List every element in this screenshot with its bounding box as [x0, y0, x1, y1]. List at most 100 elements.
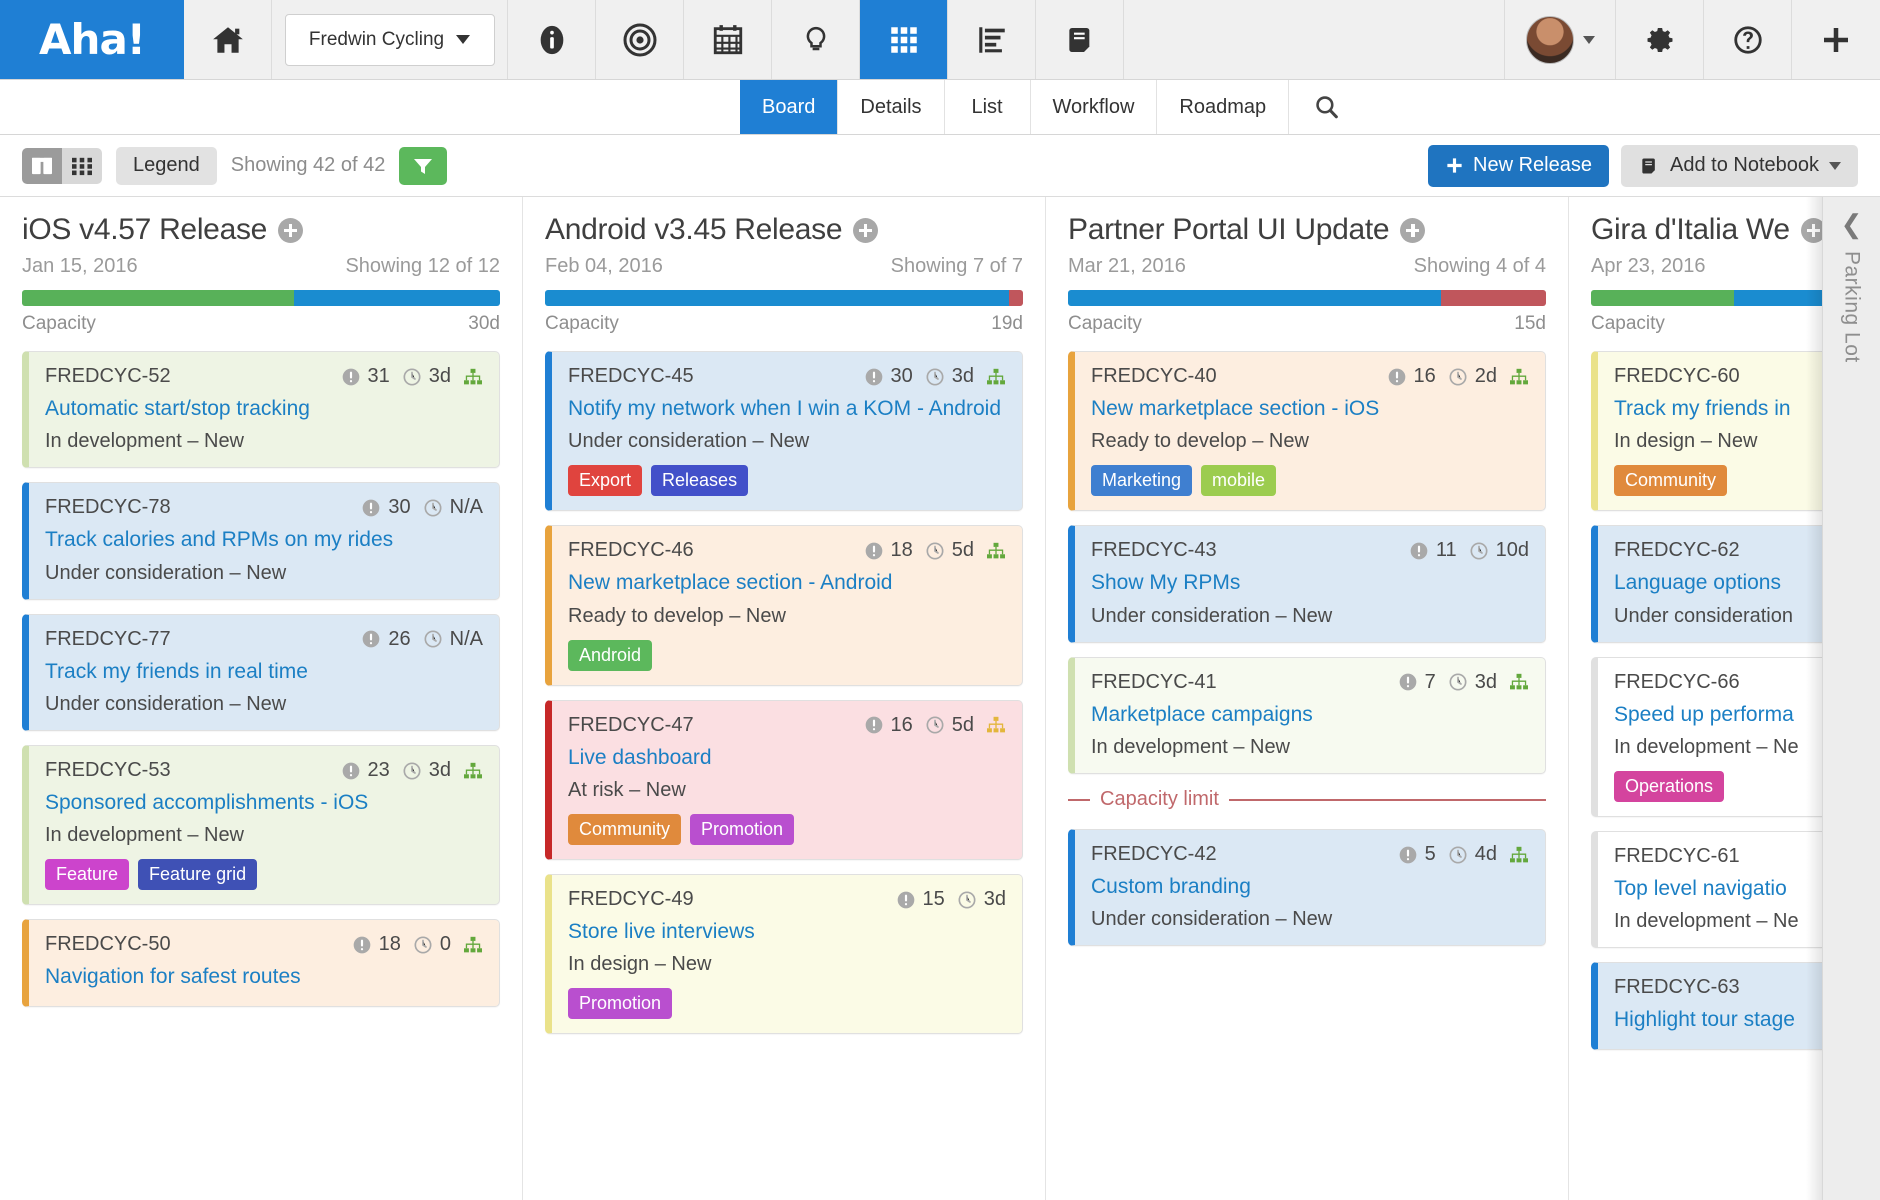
- new-release-button[interactable]: New Release: [1428, 144, 1609, 187]
- card-hierarchy: [1509, 368, 1529, 386]
- release-title[interactable]: Gira d'Italia We: [1591, 213, 1790, 246]
- card-title[interactable]: New marketplace section - iOS: [1091, 397, 1380, 420]
- card-title[interactable]: Track calories and RPMs on my rides: [45, 528, 394, 552]
- card-title[interactable]: Show My RPMs: [1091, 571, 1241, 595]
- capacity-segment: [22, 290, 295, 306]
- home-icon[interactable]: [184, 0, 272, 79]
- card-id: FREDCYC-53: [45, 759, 171, 782]
- card-title[interactable]: Custom branding: [1091, 875, 1251, 899]
- release-title[interactable]: iOS v4.57 Release: [22, 213, 268, 246]
- add-feature-icon[interactable]: [1400, 217, 1426, 243]
- add-feature-icon[interactable]: [1800, 217, 1826, 243]
- calendar-icon[interactable]: [684, 0, 772, 79]
- card-id: FREDCYC-43: [1091, 539, 1217, 562]
- feature-card[interactable]: FREDCYC-42 5 4d Custom branding Under consid…: [1068, 829, 1546, 947]
- release-title[interactable]: Android v3.45 Release: [545, 213, 843, 246]
- feature-card[interactable]: FREDCYC-53 23 3d Sponsored accomplishments …: [22, 745, 500, 906]
- card-title[interactable]: Store live interviews: [568, 920, 755, 944]
- card-title[interactable]: Speed up performa: [1614, 702, 1794, 726]
- tab-list[interactable]: List: [945, 80, 1031, 134]
- target-icon[interactable]: [596, 0, 684, 79]
- tab-details[interactable]: Details: [838, 80, 945, 134]
- tag[interactable]: Feature grid: [138, 859, 258, 891]
- card-title[interactable]: Language options: [1614, 571, 1781, 595]
- tag[interactable]: Community: [568, 814, 682, 846]
- feature-card[interactable]: FREDCYC-78 30 N/A Track calories and RPMs o…: [22, 482, 500, 600]
- card-header: FREDCYC-49 15 3d: [568, 888, 1006, 911]
- tab-workflow[interactable]: Workflow: [1031, 80, 1158, 134]
- feature-card[interactable]: FREDCYC-49 15 3d Store live interviews In de…: [545, 874, 1023, 1035]
- filter-icon[interactable]: [399, 146, 448, 185]
- tab-board[interactable]: Board: [740, 80, 839, 134]
- feature-card[interactable]: FREDCYC-41 7 3d Marketplace campaigns In dev…: [1068, 656, 1546, 775]
- card-title[interactable]: Navigation for safest routes: [45, 965, 301, 989]
- card-title[interactable]: Top level navigatio: [1614, 877, 1787, 901]
- card-view-icon[interactable]: [22, 147, 62, 184]
- hierarchy-icon: [987, 717, 1005, 733]
- plus-icon[interactable]: [1792, 0, 1880, 79]
- capacity-segment: [1591, 290, 1735, 306]
- card-estimate: 3d: [1448, 671, 1497, 694]
- add-feature-icon[interactable]: [278, 217, 304, 243]
- grid-icon[interactable]: [860, 0, 948, 79]
- clock-icon: [414, 936, 432, 954]
- release-header: iOS v4.57 Release Jan 15, 2016 Showing 12 …: [22, 213, 500, 335]
- release-column: Partner Portal UI Update Mar 21, 2016 Show…: [1046, 197, 1569, 1200]
- avatar[interactable]: [1504, 0, 1616, 79]
- aha-logo[interactable]: Aha!: [0, 0, 184, 79]
- card-title[interactable]: Live dashboard: [568, 745, 712, 769]
- feature-card[interactable]: FREDCYC-47 16 5d Live dashboard At risk – Ne…: [545, 699, 1023, 861]
- tab-roadmap[interactable]: Roadmap: [1157, 80, 1290, 134]
- question-icon[interactable]: [1704, 0, 1792, 79]
- tag[interactable]: Promotion: [568, 988, 673, 1020]
- add-to-notebook-button[interactable]: Add to Notebook: [1621, 144, 1858, 187]
- capacity-row: Capacity 30d: [22, 313, 500, 335]
- tag[interactable]: Android: [568, 639, 653, 671]
- tag[interactable]: Feature: [45, 859, 130, 891]
- feature-card[interactable]: FREDCYC-50 18 0 Navigation for safest route…: [22, 919, 500, 1007]
- legend-button[interactable]: Legend: [116, 146, 217, 185]
- card-title[interactable]: Automatic start/stop tracking: [45, 397, 310, 420]
- tag[interactable]: Community: [1614, 465, 1728, 497]
- card-title[interactable]: Track my friends in real time: [45, 659, 308, 683]
- card-header: FREDCYC-46 18 5d: [568, 539, 1006, 562]
- feature-card[interactable]: FREDCYC-40 16 2d New marketplace section - …: [1068, 351, 1546, 512]
- tag[interactable]: Export: [568, 465, 643, 497]
- feature-card[interactable]: FREDCYC-46 18 5d New marketplace section - …: [545, 525, 1023, 686]
- tag[interactable]: mobile: [1201, 465, 1277, 497]
- card-status: Under consideration – New: [1091, 604, 1333, 627]
- project-selector[interactable]: Fredwin Cycling: [284, 13, 495, 66]
- info-icon[interactable]: [508, 0, 596, 79]
- release-title[interactable]: Partner Portal UI Update: [1068, 213, 1390, 246]
- capacity-segment: [1068, 290, 1441, 306]
- search-input[interactable]: [1289, 80, 1880, 134]
- card-title[interactable]: Highlight tour stage: [1614, 1008, 1795, 1032]
- lightbulb-icon[interactable]: [772, 0, 860, 79]
- gear-icon[interactable]: [1616, 0, 1704, 79]
- card-estimate: 3d: [957, 888, 1006, 911]
- card-title[interactable]: Marketplace campaigns: [1091, 702, 1313, 726]
- release-columns: iOS v4.57 Release Jan 15, 2016 Showing 12 …: [0, 197, 1880, 1200]
- feature-card[interactable]: FREDCYC-52 31 3d Automatic start/stop track…: [22, 351, 500, 469]
- card-id: FREDCYC-63: [1614, 976, 1740, 999]
- card-title[interactable]: Track my friends in: [1614, 397, 1791, 420]
- capacity-segment: [545, 290, 1009, 306]
- feature-card[interactable]: FREDCYC-45 30 3d Notify my network when I w…: [545, 351, 1023, 512]
- list-outline-icon[interactable]: [948, 0, 1036, 79]
- parking-lot-panel[interactable]: ❮ Parking Lot: [1822, 197, 1880, 1200]
- tag[interactable]: Promotion: [690, 814, 795, 846]
- grid-view-icon[interactable]: [62, 147, 102, 184]
- tag[interactable]: Marketing: [1091, 465, 1193, 497]
- capacity-value: 19d: [991, 313, 1023, 334]
- card-title[interactable]: New marketplace section - Android: [568, 571, 893, 595]
- book-icon[interactable]: [1036, 0, 1124, 79]
- add-feature-icon[interactable]: [853, 217, 879, 243]
- clock-icon: [1449, 368, 1467, 385]
- feature-card[interactable]: FREDCYC-43 11 10d Show My RPMs Under conside…: [1068, 525, 1546, 643]
- feature-card[interactable]: FREDCYC-77 26 N/A Track my friends in real …: [22, 613, 500, 732]
- capacity-row: Capacity 15d: [1068, 313, 1546, 335]
- tag[interactable]: Releases: [651, 465, 749, 497]
- tag[interactable]: Operations: [1614, 771, 1725, 803]
- card-title[interactable]: Sponsored accomplishments - iOS: [45, 791, 369, 815]
- card-title[interactable]: Notify my network when I win a KOM - And…: [568, 397, 1001, 420]
